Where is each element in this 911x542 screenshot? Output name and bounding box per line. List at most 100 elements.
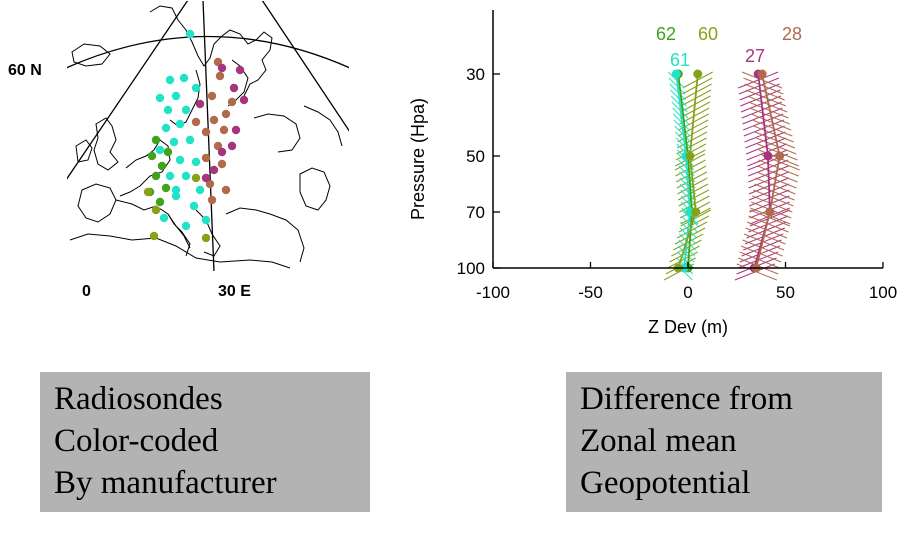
station-dot-cyan (175, 119, 185, 129)
y-axis-label: Pressure (Hpa) (408, 98, 428, 220)
station-dot-magenta (201, 173, 211, 183)
caption-left-line-3: By manufacturer (54, 465, 277, 501)
station-dot-magenta (217, 63, 227, 73)
data-point-28 (757, 69, 767, 79)
y-tick-label: 30 (466, 65, 485, 84)
hatch-stroke (752, 195, 793, 213)
x-tick-label: 0 (683, 283, 692, 302)
series-label-61: 61 (670, 50, 690, 70)
hatch-stroke (748, 101, 789, 119)
data-point-60 (691, 207, 701, 217)
station-dot-brown (207, 91, 217, 101)
hatch-stroke (753, 189, 794, 207)
station-dot-brown (221, 185, 231, 195)
station-dot-magenta (235, 65, 245, 75)
caption-difference: Difference from Zonal mean Geopotential (566, 372, 882, 512)
station-dot-cyan (161, 123, 171, 133)
caption-right-line-3: Geopotential (580, 465, 751, 501)
y-tick-label: 50 (466, 147, 485, 166)
hatch-stroke (740, 245, 782, 263)
hatch-stroke (673, 233, 704, 251)
data-point-27 (763, 151, 773, 161)
latitude-60n-line (65, 35, 351, 69)
x-tick-label: 50 (776, 283, 795, 302)
russia-lakes (253, 113, 301, 153)
lon-label-0: 0 (82, 283, 91, 300)
station-dot-green (163, 147, 173, 157)
station-dot-cyan (185, 135, 195, 145)
station-dot-brown (207, 195, 217, 205)
data-point-28 (775, 151, 785, 161)
caption-left-line-2: Color-coded (54, 423, 219, 459)
station-dot-cyan (163, 105, 173, 115)
series-line-27 (753, 73, 771, 269)
hatch-stroke (745, 227, 786, 245)
station-dot-magenta (229, 83, 239, 93)
data-point-61 (671, 69, 681, 79)
data-point-60 (685, 151, 695, 161)
y-tick-label: 100 (457, 259, 485, 278)
hatch-stroke (747, 95, 788, 113)
station-dot-brown (201, 153, 211, 163)
station-dot-cyan (159, 213, 169, 223)
hatch-stroke (749, 209, 791, 227)
series-label-62: 62 (656, 24, 676, 44)
hatch-stroke (745, 89, 787, 107)
station-dot-cyan (181, 171, 191, 181)
urals-coast (303, 105, 343, 147)
north-africa-coast (69, 233, 291, 269)
station-dot-olive (201, 233, 211, 243)
hatch-stroke (676, 221, 708, 239)
station-dot-cyan (181, 221, 191, 231)
station-dot-magenta (231, 125, 241, 135)
caption-right-line-2: Zonal mean (580, 423, 737, 459)
station-dot-brown (219, 125, 229, 135)
coastlines (69, 5, 343, 269)
hatch-stroke (754, 183, 795, 201)
x-axis-label: Z Dev (m) (648, 317, 728, 337)
hatch-stroke (746, 221, 788, 239)
hatch-stroke (680, 209, 712, 227)
lat-label-60n: 60 N (8, 62, 42, 79)
lon-label-30e: 30 E (218, 283, 251, 300)
hatch-stroke (744, 83, 785, 101)
station-dot-cyan (169, 137, 179, 147)
station-dot-brown (209, 115, 219, 125)
radiosonde-points (143, 29, 249, 243)
black-sea-outline (225, 207, 305, 263)
longitude-30e-line (202, 0, 215, 273)
hatch-stroke (756, 171, 797, 189)
station-dot-brown (201, 127, 211, 137)
station-dot-magenta (239, 95, 249, 105)
hatch-stroke (743, 77, 784, 95)
x-tick-label: 100 (869, 283, 897, 302)
station-dot-cyan (191, 83, 201, 93)
station-dot-cyan (189, 201, 199, 211)
station-dot-cyan (171, 91, 181, 101)
graticule (65, 0, 351, 273)
station-dot-green (157, 161, 167, 171)
britain-outline (93, 117, 119, 171)
station-dot-magenta (227, 141, 237, 151)
series-label-27: 27 (745, 46, 765, 66)
station-dot-magenta (217, 147, 227, 157)
x-tick-label: -100 (476, 283, 510, 302)
station-dot-brown (205, 179, 215, 189)
series-line-60 (677, 73, 699, 269)
scandinavia-coast (149, 5, 273, 97)
station-dot-cyan (185, 29, 195, 39)
station-dot-cyan (175, 155, 185, 165)
iceland-outline (71, 43, 111, 67)
station-dot-brown (213, 57, 223, 67)
station-dot-brown (217, 159, 227, 169)
station-dot-cyan (155, 93, 165, 103)
station-dot-cyan (201, 215, 211, 225)
hatch-stroke (742, 239, 783, 257)
longitude-0-line (65, 0, 189, 181)
hatch-stroke (667, 251, 698, 269)
caspian-outline (299, 167, 331, 211)
series-label-28: 28 (782, 24, 802, 44)
hatch-stroke (758, 159, 799, 177)
hatch-stroke (756, 137, 797, 155)
